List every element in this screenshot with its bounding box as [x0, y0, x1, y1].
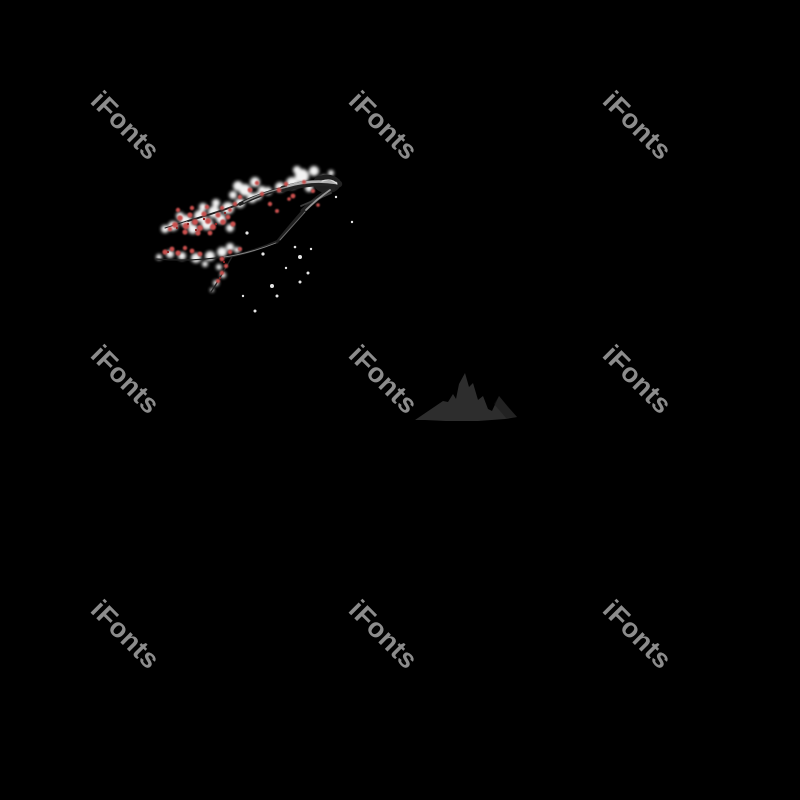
falling-petals: [241, 195, 354, 313]
mountain-silhouette-illustration: [415, 373, 517, 421]
mountain-body: [415, 373, 517, 421]
red-blossoms: [162, 180, 320, 283]
red-blossom-centers: [166, 211, 227, 279]
mountain-shadow-face: [494, 396, 517, 418]
plum-blossom-branch-illustration: [155, 166, 354, 313]
